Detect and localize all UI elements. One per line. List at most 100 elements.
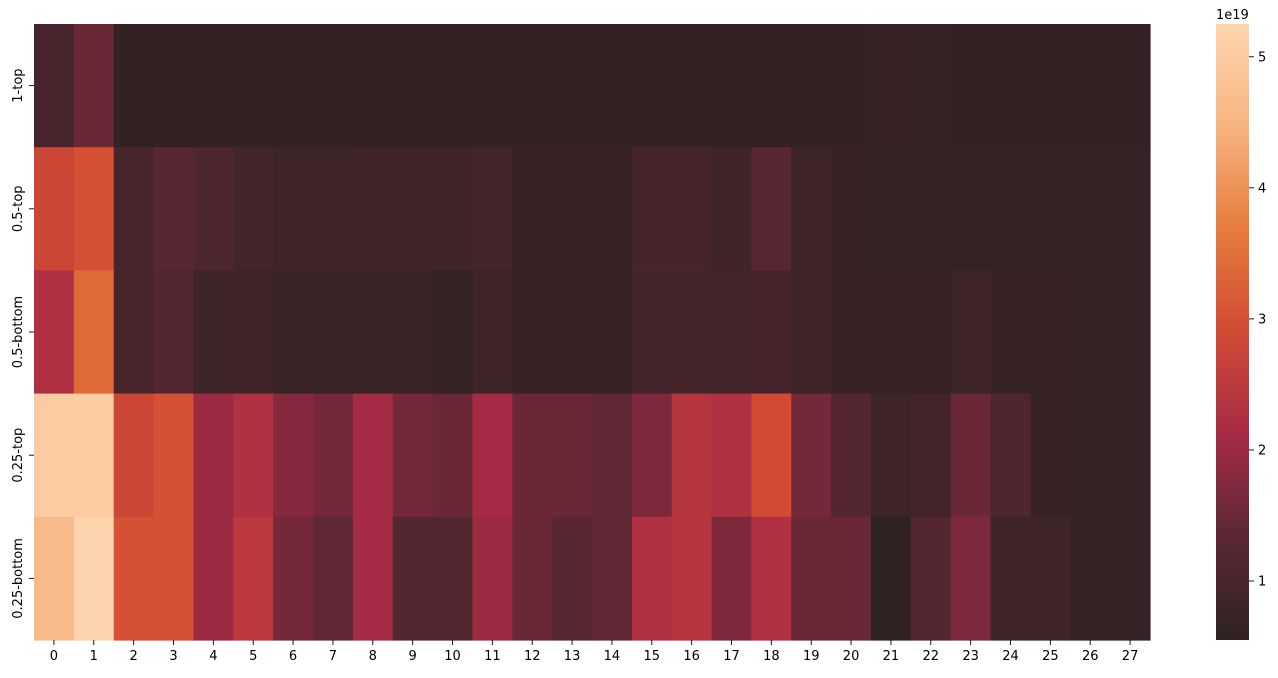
heatmap-cell: [592, 393, 633, 518]
heatmap-cell: [512, 147, 553, 271]
heatmap-cell: [193, 393, 234, 518]
heatmap-cell: [552, 24, 593, 148]
y-tick-label: 0.5-top: [11, 185, 26, 232]
heatmap-cell: [592, 270, 633, 395]
heatmap-cell: [671, 24, 713, 148]
x-tick-label: 18: [763, 649, 780, 664]
heatmap-cell: [711, 393, 753, 518]
heatmap-cell: [1110, 393, 1151, 518]
heatmap-cell: [751, 147, 792, 271]
heatmap-cell: [990, 516, 1032, 641]
heatmap-cell: [512, 393, 553, 518]
x-tick-label: 14: [604, 649, 621, 664]
heatmap-cell: [273, 516, 314, 641]
x-tick-label: 9: [409, 649, 417, 664]
heatmap-cell: [711, 516, 753, 641]
heatmap-cell: [831, 147, 872, 271]
x-tick-label: 0: [50, 649, 58, 664]
heatmap-cell: [751, 516, 792, 641]
x-tick-label: 24: [1002, 649, 1019, 664]
heatmap-cell: [831, 270, 872, 395]
heatmap-cell: [552, 393, 593, 518]
heatmap-cell: [910, 24, 952, 148]
colorbar-tick-label: 4: [1258, 181, 1266, 196]
heatmap-cell: [432, 24, 474, 148]
x-tick-label: 11: [484, 649, 501, 664]
heatmap-cell: [910, 393, 952, 518]
x-tick-label: 27: [1122, 649, 1139, 664]
x-tick-label: 13: [564, 649, 581, 664]
heatmap-cell: [193, 147, 234, 271]
heatmap-cell: [871, 24, 912, 148]
heatmap-cell: [313, 516, 354, 641]
x-tick-label: 19: [803, 649, 820, 664]
heatmap-cell: [392, 270, 434, 395]
heatmap-cell: [352, 270, 394, 395]
x-tick-label: 2: [130, 649, 138, 664]
heatmap-cell: [34, 516, 75, 641]
heatmap-cell: [671, 393, 713, 518]
heatmap-cell: [432, 147, 474, 271]
heatmap-cell: [552, 147, 593, 271]
x-tick-label: 6: [289, 649, 297, 664]
heatmap-cell: [432, 516, 474, 641]
heatmap-cell: [910, 516, 952, 641]
heatmap-cell: [472, 24, 513, 148]
colorbar: 1 2 3 4 5 1e19: [1216, 8, 1266, 640]
heatmap-cell: [631, 393, 673, 518]
heatmap-cell: [671, 147, 713, 271]
x-tick-label: 3: [169, 649, 177, 664]
heatmap-cell: [751, 270, 792, 395]
heatmap-cell: [1110, 24, 1151, 148]
heatmap-cell: [950, 147, 992, 271]
heatmap-cell: [791, 393, 832, 518]
heatmap-cell: [34, 147, 75, 271]
x-tick-label: 20: [843, 649, 860, 664]
heatmap-cell: [472, 516, 513, 641]
heatmap-cell: [512, 516, 553, 641]
heatmap-cell: [1030, 147, 1071, 271]
heatmap-cell: [552, 270, 593, 395]
x-tick-label: 22: [923, 649, 940, 664]
heatmap-cell: [1110, 270, 1151, 395]
x-tick-label: 26: [1082, 649, 1099, 664]
heatmap-cell: [831, 24, 872, 148]
heatmap-cell: [153, 270, 195, 395]
heatmap-cell: [153, 147, 195, 271]
heatmap-cell: [313, 393, 354, 518]
heatmap-cell: [113, 393, 155, 518]
heatmap-cell: [233, 270, 274, 395]
heatmap-cell: [950, 24, 992, 148]
heatmap-cell: [1070, 147, 1111, 271]
heatmap-cell: [113, 516, 155, 641]
x-tick-label: 21: [883, 649, 900, 664]
heatmap-cell: [1030, 270, 1071, 395]
heatmap-cell: [193, 270, 234, 395]
heatmap-cell: [1110, 147, 1151, 271]
heatmap-cell: [313, 147, 354, 271]
heatmap-cell: [193, 24, 234, 148]
colorbar-tick-label: 1: [1258, 575, 1266, 590]
heatmap-cell: [791, 516, 832, 641]
heatmap-cell: [73, 393, 115, 518]
heatmap-cell: [34, 393, 75, 518]
heatmap-cell: [73, 147, 115, 271]
heatmap-cell: [831, 393, 872, 518]
heatmap-cell: [871, 147, 912, 271]
heatmap-cell: [233, 24, 274, 148]
x-tick-label: 8: [369, 649, 377, 664]
x-tick-label: 17: [723, 649, 740, 664]
heatmap-cell: [512, 270, 553, 395]
heatmap-cell: [592, 516, 633, 641]
heatmap-cell: [193, 516, 234, 641]
heatmap-cell: [1030, 24, 1071, 148]
heatmap-cell: [1030, 516, 1071, 641]
heatmap-cell: [1030, 393, 1071, 518]
heatmap-cell: [871, 270, 912, 395]
heatmap-cell: [34, 270, 75, 395]
x-tick-label: 7: [329, 649, 337, 664]
x-tick-label: 5: [249, 649, 257, 664]
heatmap-cell: [273, 147, 314, 271]
